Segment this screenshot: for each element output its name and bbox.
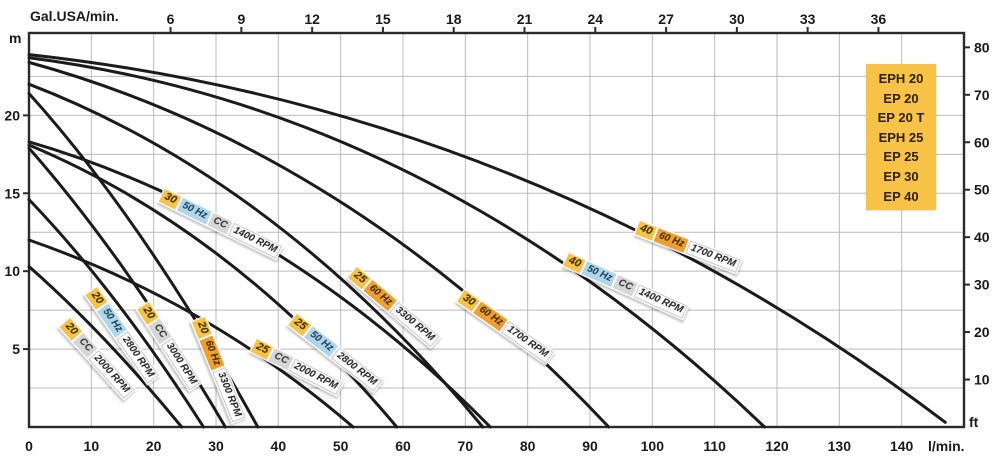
- top-axis-tick-label: 6: [167, 11, 175, 27]
- legend-item: EPH 20: [878, 71, 924, 86]
- top-axis-unit-label: Gal.USA/min.: [30, 8, 119, 24]
- pump-curve: [27, 140, 492, 429]
- pump-curve: [27, 265, 184, 429]
- bottom-axis-tick-label: 0: [25, 438, 33, 454]
- right-axis-tick-label: 20: [974, 324, 990, 340]
- pump-curve: [27, 56, 767, 429]
- bottom-axis-tick-label: 110: [703, 438, 726, 454]
- pump-curve: [27, 53, 947, 424]
- right-axis-tick-label: 60: [974, 134, 990, 150]
- bottom-axis-tick-label: 40: [271, 438, 287, 454]
- bottom-axis-tick-label: 10: [84, 438, 100, 454]
- right-axis-tick-label: 70: [974, 87, 990, 103]
- bottom-axis-tick-label: 120: [765, 438, 789, 454]
- bottom-axis-unit-label: l/min.: [928, 438, 965, 454]
- bottom-axis-tick-label: 70: [458, 438, 474, 454]
- legend-item: EP 30: [883, 168, 919, 184]
- top-axis-tick-label: 30: [729, 11, 745, 27]
- top-axis-tick-label: 21: [517, 11, 533, 27]
- bottom-axis-tick-label: 50: [333, 438, 349, 454]
- top-axis-tick-label: 36: [871, 11, 887, 27]
- right-axis-tick-label: 40: [974, 229, 990, 245]
- left-axis-tick-label: 10: [4, 263, 20, 279]
- bottom-axis-tick-label: 80: [520, 438, 536, 454]
- bottom-axis-tick-label: 90: [582, 438, 598, 454]
- pump-curve: [27, 143, 399, 429]
- plot-border: [27, 31, 966, 429]
- pump-curve: [27, 82, 485, 429]
- top-axis-tick-label: 33: [800, 11, 816, 27]
- right-axis-tick-label: 10: [974, 372, 990, 388]
- top-axis-tick-label: 18: [446, 11, 462, 27]
- bottom-axis-tick-label: 140: [890, 438, 914, 454]
- legend-item: EP 25: [883, 149, 919, 165]
- legend-item: EP 40: [883, 188, 919, 204]
- right-axis-tick-label: 50: [974, 182, 990, 198]
- right-axis-unit-label: ft: [969, 414, 979, 430]
- bottom-axis-tick-label: 20: [146, 438, 162, 454]
- left-axis-unit-label: m: [9, 30, 22, 46]
- bottom-axis-tick-label: 30: [208, 438, 224, 454]
- pump-curve: [27, 198, 206, 429]
- top-axis-tick-label: 9: [237, 11, 245, 27]
- bottom-axis-tick-label: 100: [641, 438, 665, 454]
- left-axis-tick-label: 15: [4, 185, 20, 201]
- pump-curve: [27, 146, 227, 429]
- pump-curve: [27, 238, 355, 429]
- legend-item: EPH 25: [878, 129, 924, 145]
- legend-item: EP 20: [883, 90, 919, 106]
- legend-item: EP 20 T: [877, 110, 925, 126]
- top-axis-tick-label: 15: [375, 11, 391, 27]
- right-axis-tick-label: 80: [974, 39, 990, 55]
- top-axis-tick-label: 27: [658, 11, 674, 27]
- bottom-axis-tick-label: 130: [828, 438, 852, 454]
- top-axis-tick-label: 24: [588, 11, 604, 27]
- left-axis-tick-label: 5: [12, 341, 20, 357]
- legend-box: EPH 20 EP 20 EP 20 T EPH 25 EP 25 EP 30 EP 40: [866, 64, 936, 211]
- bottom-axis-tick-label: 60: [395, 438, 411, 454]
- top-axis-tick-label: 12: [304, 11, 320, 27]
- left-axis-tick-label: 20: [4, 107, 20, 123]
- right-axis-tick-label: 30: [974, 277, 990, 293]
